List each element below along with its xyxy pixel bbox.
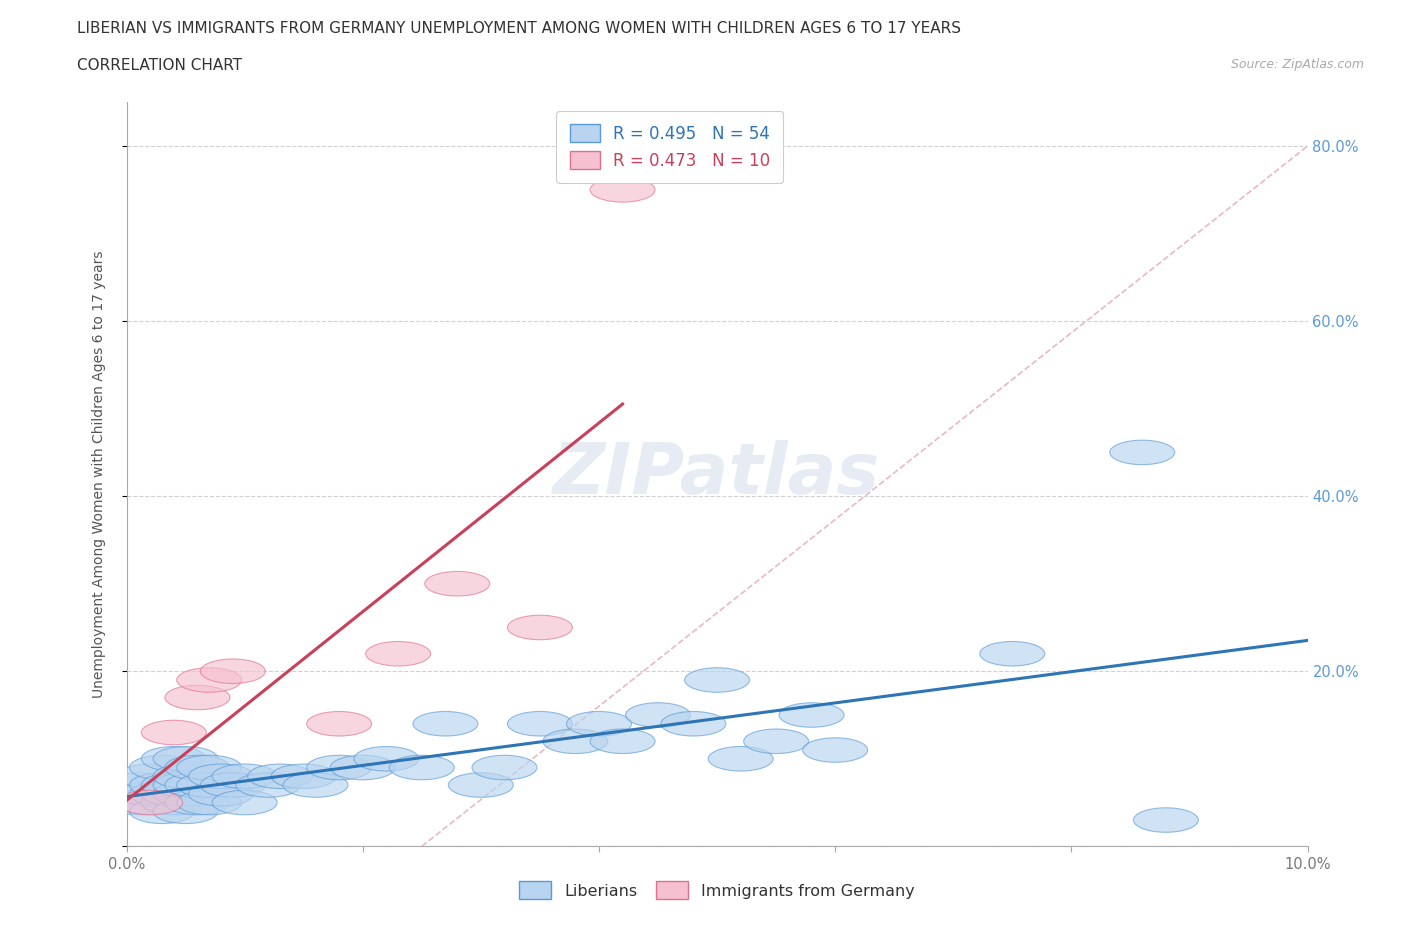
Ellipse shape xyxy=(685,668,749,692)
Ellipse shape xyxy=(129,781,194,806)
Ellipse shape xyxy=(366,642,430,666)
Ellipse shape xyxy=(165,685,231,710)
Ellipse shape xyxy=(153,773,218,797)
Ellipse shape xyxy=(200,659,266,684)
Ellipse shape xyxy=(1133,808,1198,832)
Y-axis label: Unemployment Among Women with Children Ages 6 to 17 years: Unemployment Among Women with Children A… xyxy=(91,250,105,698)
Ellipse shape xyxy=(779,703,844,727)
Ellipse shape xyxy=(425,571,489,596)
Ellipse shape xyxy=(141,781,207,806)
Text: ZIPatlas: ZIPatlas xyxy=(554,440,880,509)
Ellipse shape xyxy=(508,711,572,736)
Ellipse shape xyxy=(389,755,454,779)
Ellipse shape xyxy=(153,764,218,789)
Ellipse shape xyxy=(141,747,207,771)
Ellipse shape xyxy=(212,790,277,815)
Ellipse shape xyxy=(141,790,207,815)
Ellipse shape xyxy=(188,781,253,806)
Ellipse shape xyxy=(141,720,207,745)
Ellipse shape xyxy=(177,755,242,779)
Ellipse shape xyxy=(153,781,218,806)
Ellipse shape xyxy=(118,764,183,789)
Ellipse shape xyxy=(177,790,242,815)
Ellipse shape xyxy=(236,773,301,797)
Ellipse shape xyxy=(283,773,349,797)
Ellipse shape xyxy=(118,781,183,806)
Ellipse shape xyxy=(626,703,690,727)
Ellipse shape xyxy=(413,711,478,736)
Ellipse shape xyxy=(449,773,513,797)
Ellipse shape xyxy=(165,790,231,815)
Ellipse shape xyxy=(153,799,218,824)
Ellipse shape xyxy=(271,764,336,789)
Ellipse shape xyxy=(744,729,808,753)
Ellipse shape xyxy=(354,747,419,771)
Ellipse shape xyxy=(177,668,242,692)
Ellipse shape xyxy=(129,755,194,779)
Ellipse shape xyxy=(177,773,242,797)
Ellipse shape xyxy=(188,764,253,789)
Text: CORRELATION CHART: CORRELATION CHART xyxy=(77,58,242,73)
Ellipse shape xyxy=(1109,440,1174,465)
Ellipse shape xyxy=(118,790,183,815)
Ellipse shape xyxy=(212,764,277,789)
Ellipse shape xyxy=(129,773,194,797)
Text: LIBERIAN VS IMMIGRANTS FROM GERMANY UNEMPLOYMENT AMONG WOMEN WITH CHILDREN AGES : LIBERIAN VS IMMIGRANTS FROM GERMANY UNEM… xyxy=(77,21,962,36)
Ellipse shape xyxy=(153,747,218,771)
Ellipse shape xyxy=(307,755,371,779)
Text: Source: ZipAtlas.com: Source: ZipAtlas.com xyxy=(1230,58,1364,71)
Ellipse shape xyxy=(200,773,266,797)
Ellipse shape xyxy=(661,711,725,736)
Ellipse shape xyxy=(508,616,572,640)
Ellipse shape xyxy=(118,790,183,815)
Ellipse shape xyxy=(803,737,868,763)
Ellipse shape xyxy=(307,711,371,736)
Ellipse shape xyxy=(567,711,631,736)
Legend: Liberians, Immigrants from Germany: Liberians, Immigrants from Germany xyxy=(513,875,921,905)
Ellipse shape xyxy=(472,755,537,779)
Ellipse shape xyxy=(591,729,655,753)
Ellipse shape xyxy=(129,799,194,824)
Ellipse shape xyxy=(709,747,773,771)
Ellipse shape xyxy=(141,773,207,797)
Ellipse shape xyxy=(165,755,231,779)
Ellipse shape xyxy=(247,764,312,789)
Ellipse shape xyxy=(105,790,172,815)
Ellipse shape xyxy=(591,178,655,202)
Ellipse shape xyxy=(105,773,172,797)
Ellipse shape xyxy=(543,729,607,753)
Ellipse shape xyxy=(165,773,231,797)
Ellipse shape xyxy=(980,642,1045,666)
Ellipse shape xyxy=(330,755,395,779)
